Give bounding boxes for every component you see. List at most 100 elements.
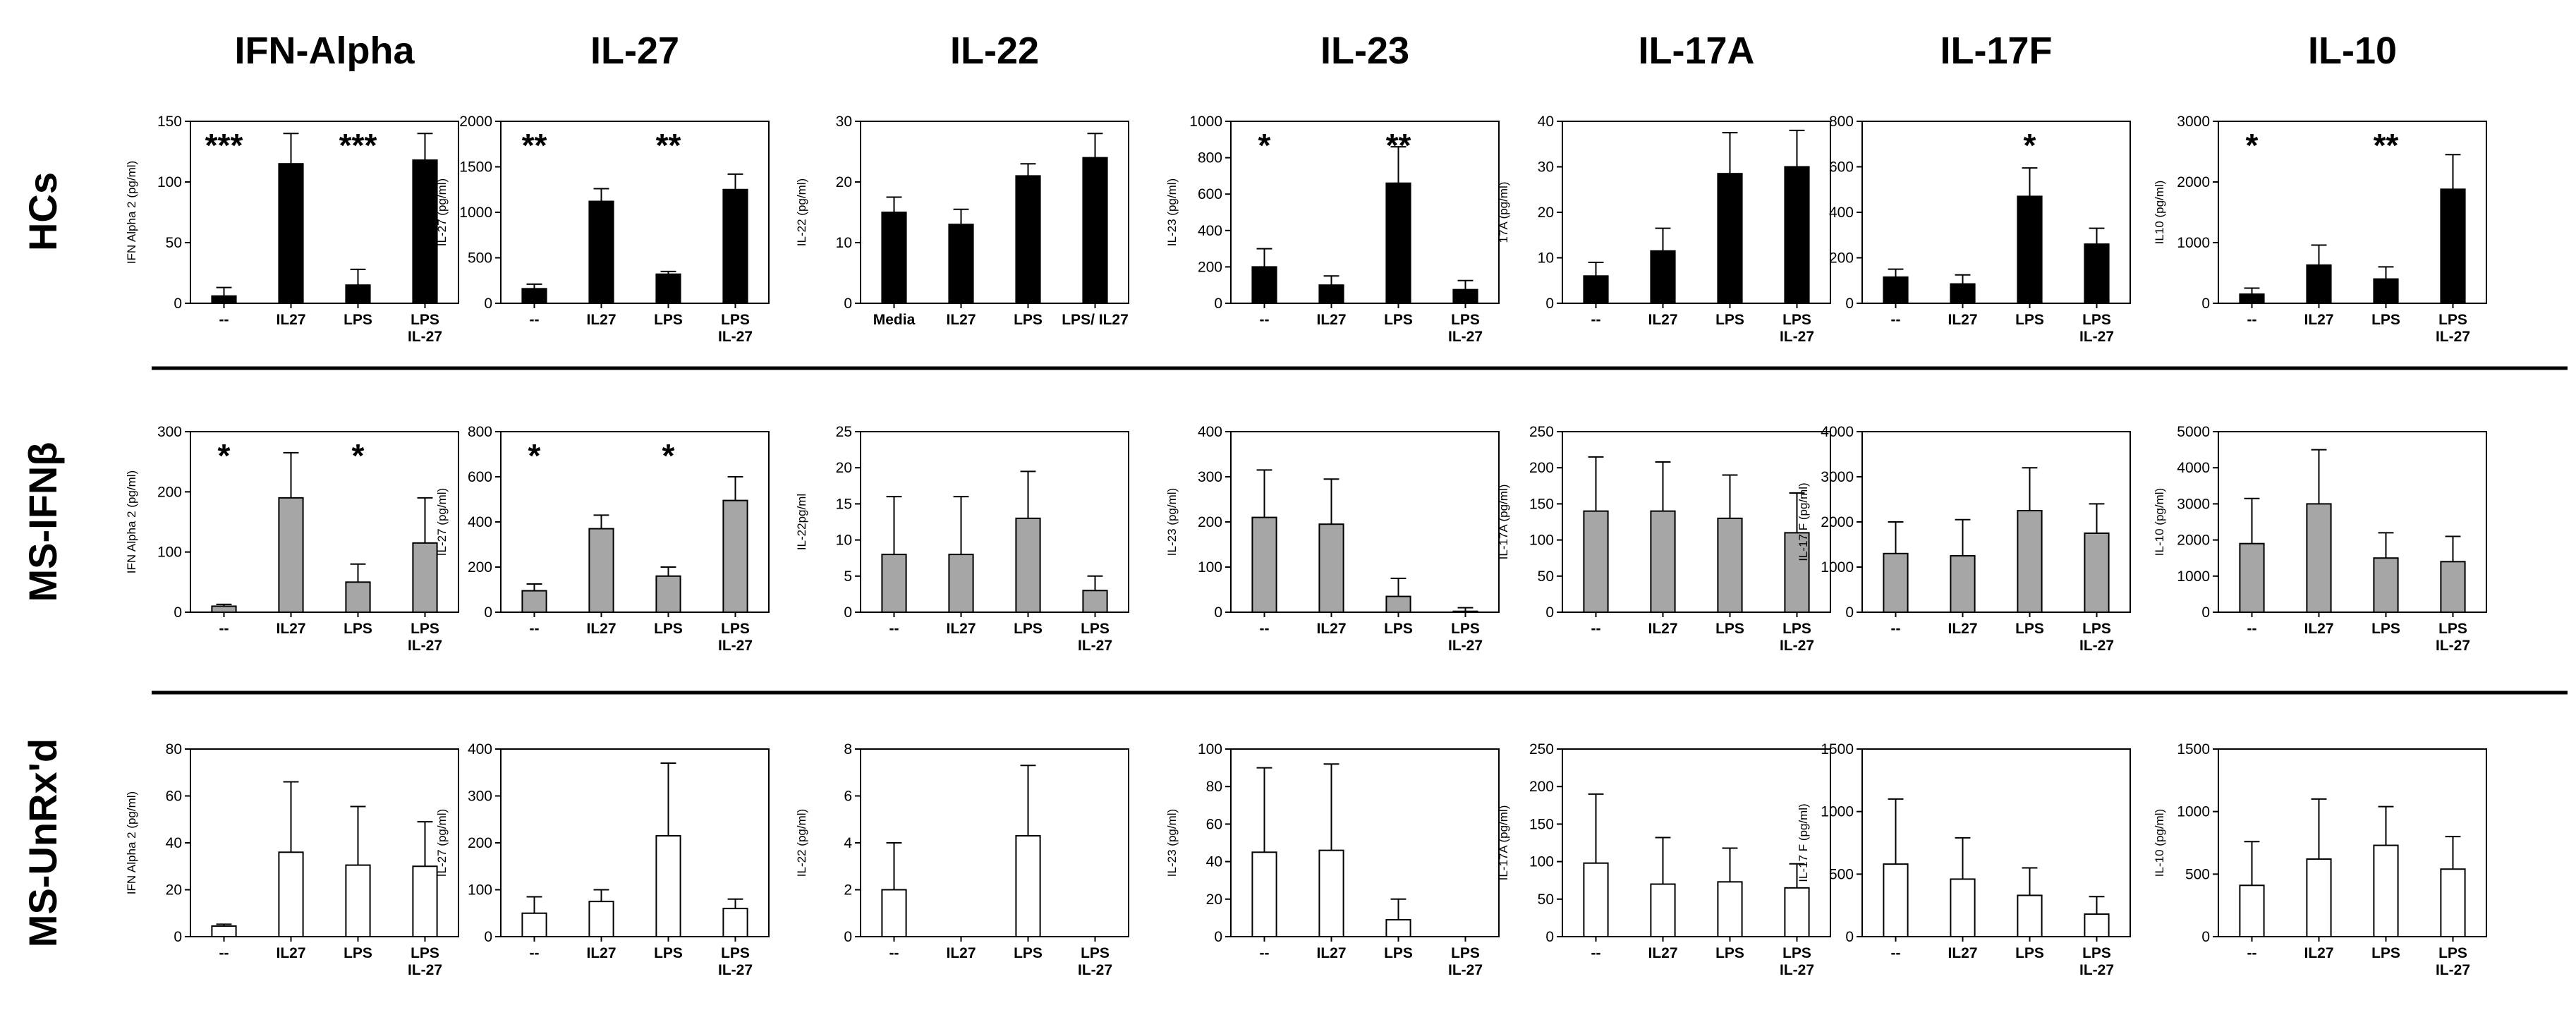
bar-lps-il-27 bbox=[412, 865, 438, 937]
y-axis-label: IL-23 (pg/ml) bbox=[1165, 809, 1179, 877]
bar-x bbox=[1883, 276, 1909, 305]
x-tick-label: LPS IL-27 bbox=[2436, 312, 2470, 345]
y-tick-label: 100 bbox=[468, 882, 492, 899]
bar-lps bbox=[2373, 278, 2399, 305]
x-tick-label: -- bbox=[1891, 621, 1901, 637]
x-tick-label: LPS IL-27 bbox=[1078, 621, 1112, 654]
y-tick-label: 20 bbox=[1206, 892, 1222, 908]
x-tick-label: IL27 bbox=[1316, 621, 1346, 637]
plot-frame bbox=[1562, 431, 1831, 613]
plot-frame bbox=[1562, 121, 1831, 304]
bar-il27 bbox=[588, 901, 614, 937]
x-tick-label: LPS bbox=[654, 312, 683, 328]
y-tick-label: 1000 bbox=[1821, 804, 1854, 820]
y-tick-label: 3000 bbox=[2177, 114, 2210, 130]
x-tick-label: IL27 bbox=[586, 621, 616, 637]
panel-ms-ifnb-il-23: IL-23 (pg/ml) 0 100 200 300 400 -- IL27 LPS LPS IL… bbox=[1165, 424, 1500, 654]
y-axis-label: IL-22 (pg/ml) bbox=[795, 178, 808, 246]
column-header-il-22: IL-22 bbox=[950, 30, 1039, 72]
y-tick-label: 20 bbox=[1538, 205, 1554, 221]
panel-ms-unrx-d-ifn-alpha: IFN Alpha 2 (pg/ml) 0 20 40 60 80 -- IL27 LPS LPS… bbox=[125, 741, 459, 978]
plot-frame bbox=[1562, 748, 1831, 937]
y-axis-label: 17A (pg/ml) bbox=[1497, 182, 1510, 243]
bar-lps bbox=[655, 575, 681, 613]
panel-hcs-il-17f: 17 F (pg/ml) 0 200 400 600 800 -- IL27 LPS LPS IL-… bbox=[1797, 114, 2131, 345]
bar-il27 bbox=[588, 200, 614, 304]
x-tick-label: LPS IL-27 bbox=[408, 312, 442, 345]
panel-ms-unrx-d-il-27: IL-27 (pg/ml) 0 100 200 300 400 -- IL27 LPS LPS IL… bbox=[435, 741, 770, 978]
panel-ms-ifnb-il-10: IL-10 (pg/ml) 0 1000 2000 3000 4000 5000 -- IL27… bbox=[2153, 424, 2487, 654]
y-axis-label: IL-17A (pg/ml) bbox=[1497, 805, 1510, 881]
bar-lps-il-27 bbox=[2440, 188, 2466, 304]
panel-ms-unrx-d-il-23: IL-23 (pg/ml) 0 20 40 60 80 100 -- IL27 LPS LPS IL-… bbox=[1165, 741, 1500, 978]
significance-marker: *** bbox=[205, 127, 243, 164]
x-tick-label: LPS bbox=[1384, 945, 1413, 961]
bar-il27 bbox=[1650, 250, 1676, 305]
bar-lps bbox=[1385, 182, 1411, 304]
significance-marker: * bbox=[218, 437, 231, 474]
plot-frame bbox=[2218, 431, 2487, 613]
y-tick-label: 150 bbox=[157, 114, 182, 130]
y-tick-label: 100 bbox=[157, 174, 182, 190]
y-tick-label: 30 bbox=[836, 114, 852, 130]
bar-lps bbox=[1717, 173, 1743, 304]
bar-il27 bbox=[278, 851, 304, 938]
x-tick-label: IL27 bbox=[2304, 945, 2333, 961]
bar-x bbox=[2239, 884, 2265, 937]
significance-marker: * bbox=[1258, 127, 1271, 164]
x-tick-label: LPS bbox=[2371, 312, 2400, 328]
bar-lps bbox=[1015, 175, 1041, 304]
bar-lps bbox=[1385, 919, 1411, 938]
bar-lps-il-27 bbox=[2084, 913, 2110, 937]
bar-x bbox=[881, 889, 907, 937]
x-tick-label: LPS IL-27 bbox=[1448, 945, 1483, 978]
x-tick-label: -- bbox=[2247, 945, 2257, 961]
y-tick-label: 25 bbox=[836, 424, 852, 440]
significance-marker: ** bbox=[656, 127, 681, 164]
y-tick-label: 500 bbox=[1829, 866, 1854, 882]
plot-frame bbox=[190, 748, 459, 937]
y-tick-label: 400 bbox=[468, 741, 492, 758]
bar-x bbox=[2239, 542, 2265, 613]
y-tick-label: 0 bbox=[484, 604, 492, 621]
y-tick-label: 0 bbox=[1214, 296, 1222, 312]
panel-hcs-il-27: IL-27 (pg/ml) 0 500 1000 1500 2000 -- IL27 LPS LP… bbox=[435, 114, 770, 345]
x-tick-label: LPS/ IL27 bbox=[1062, 312, 1129, 328]
plot-frame bbox=[1861, 121, 2131, 304]
bar-x bbox=[1583, 510, 1609, 614]
bar-x bbox=[211, 605, 237, 614]
y-tick-label: 0 bbox=[844, 296, 852, 312]
x-tick-label: LPS bbox=[654, 945, 683, 961]
x-tick-label: IL27 bbox=[586, 945, 616, 961]
x-tick-label: -- bbox=[219, 312, 229, 328]
bar-lps-il-27 bbox=[1452, 288, 1478, 304]
bar-lps-il-27 bbox=[722, 499, 748, 613]
y-tick-label: 200 bbox=[1529, 460, 1554, 476]
y-tick-label: 400 bbox=[1198, 424, 1222, 440]
y-tick-label: 80 bbox=[166, 741, 182, 758]
plot-frame bbox=[1230, 121, 1500, 304]
bar-il27 bbox=[278, 497, 304, 613]
plot-frame bbox=[2218, 121, 2487, 304]
panel-ms-ifnb-il-17f: IL-17 F (pg/ml) 0 1000 2000 3000 4000 -- IL27 LP… bbox=[1797, 424, 2131, 654]
y-tick-label: 100 bbox=[1529, 854, 1554, 870]
y-tick-label: 10 bbox=[1538, 250, 1554, 267]
bar-x bbox=[1251, 266, 1277, 304]
plot-frame bbox=[1230, 748, 1500, 937]
bar-x bbox=[1883, 863, 1909, 937]
bar-il27 bbox=[1650, 510, 1676, 614]
panel-hcs-ifn-alpha: IFN Alpha 2 (pg/ml) 0 50 100 150 -- IL27 LPS LPS… bbox=[125, 114, 459, 345]
y-tick-label: 150 bbox=[1529, 816, 1554, 832]
x-tick-label: LPS IL-27 bbox=[408, 945, 442, 978]
bar-x bbox=[1251, 516, 1277, 613]
y-tick-label: 2000 bbox=[2177, 533, 2210, 549]
y-tick-label: 0 bbox=[1545, 604, 1554, 621]
bar-lps-il-27 bbox=[1784, 532, 1810, 613]
x-tick-label: LPS IL-27 bbox=[718, 312, 753, 345]
y-tick-label: 1500 bbox=[459, 159, 492, 176]
y-tick-label: 50 bbox=[1538, 892, 1554, 908]
x-tick-label: LPS IL-27 bbox=[1780, 621, 1814, 654]
x-tick-label: LPS IL-27 bbox=[2079, 312, 2114, 345]
y-tick-label: 0 bbox=[1845, 929, 1854, 945]
